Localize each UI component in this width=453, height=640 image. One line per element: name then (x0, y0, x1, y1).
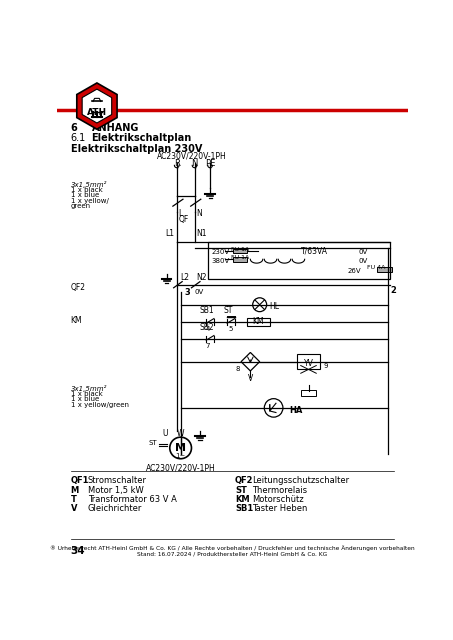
Text: 1 x black: 1 x black (71, 187, 102, 193)
Text: ANHANG: ANHANG (92, 123, 139, 133)
Text: V: V (71, 504, 77, 513)
Text: M: M (175, 443, 186, 453)
Text: 9: 9 (324, 364, 328, 369)
Text: 1~: 1~ (175, 453, 186, 460)
Text: 0V: 0V (359, 258, 368, 264)
Text: 1 x blue: 1 x blue (71, 396, 99, 403)
Bar (377, 267, 392, 271)
Text: ST: ST (149, 440, 157, 445)
Text: V: V (248, 374, 253, 383)
Text: Taster Heben: Taster Heben (252, 504, 307, 513)
Text: QF1: QF1 (71, 476, 89, 485)
Text: 6.1: 6.1 (71, 133, 86, 143)
Text: 1 x black: 1 x black (71, 391, 102, 397)
Text: QF2: QF2 (71, 282, 86, 291)
Text: T: T (71, 495, 77, 504)
Text: Stand: 16.07.2024 / Produkthersteller ATH-Heinl GmbH & Co. KG: Stand: 16.07.2024 / Produkthersteller AT… (137, 551, 328, 556)
Text: 2: 2 (390, 286, 396, 295)
Text: 6: 6 (71, 123, 77, 133)
Text: Leitungsschutzschalter: Leitungsschutzschalter (252, 476, 349, 485)
Text: 3x1,5mm²: 3x1,5mm² (71, 180, 107, 188)
Text: 26V: 26V (347, 268, 361, 274)
Text: SB2: SB2 (200, 323, 215, 332)
Text: KM: KM (235, 495, 250, 504)
Text: Transformator 63 V A: Transformator 63 V A (87, 495, 177, 504)
Text: 380V: 380V (212, 258, 230, 264)
Text: YV: YV (304, 359, 313, 368)
Text: AC230V/220V-1PH: AC230V/220V-1PH (146, 463, 216, 472)
Text: 1 x blue: 1 x blue (71, 192, 99, 198)
Text: 3x1,5mm²: 3x1,5mm² (71, 385, 107, 392)
Text: Motor 1,5 kW: Motor 1,5 kW (87, 486, 144, 495)
Bar (301, 390, 316, 396)
Text: SB1: SB1 (235, 504, 253, 513)
Bar (297, 354, 320, 369)
Text: L1: L1 (165, 229, 174, 238)
Text: QF: QF (179, 216, 189, 225)
Text: 1 x yellow/green: 1 x yellow/green (71, 402, 129, 408)
Text: FU 1A: FU 1A (231, 247, 249, 252)
Text: M: M (71, 486, 79, 495)
Text: ST: ST (223, 307, 233, 316)
Text: KM: KM (252, 317, 264, 326)
Text: N: N (191, 159, 198, 168)
Text: FU 1A: FU 1A (231, 255, 249, 260)
Text: AC230V/220V-1PH: AC230V/220V-1PH (157, 152, 227, 161)
Text: ST: ST (235, 486, 247, 495)
Text: Thermorelais: Thermorelais (252, 486, 307, 495)
Polygon shape (82, 89, 112, 123)
Text: Gleichrichter: Gleichrichter (87, 504, 142, 513)
Text: 3: 3 (184, 288, 190, 297)
Bar (232, 257, 246, 262)
Text: N1: N1 (196, 229, 207, 238)
Text: L2: L2 (181, 273, 190, 282)
Text: Elektrikschaltplan: Elektrikschaltplan (92, 133, 192, 143)
Text: Motorschütz: Motorschütz (252, 495, 304, 504)
Polygon shape (77, 83, 117, 129)
Text: 8: 8 (236, 366, 240, 372)
Text: T/63VA: T/63VA (301, 247, 328, 256)
Text: HA: HA (289, 406, 303, 415)
Text: 34: 34 (71, 547, 85, 557)
Text: ATH: ATH (87, 108, 107, 116)
Text: PE: PE (205, 159, 215, 168)
Text: HL: HL (269, 301, 279, 310)
Text: 1 x yellow/: 1 x yellow/ (71, 198, 108, 204)
Bar (208, 243, 390, 278)
Text: QF2: QF2 (235, 476, 253, 485)
Text: Stromschalter: Stromschalter (87, 476, 147, 485)
Text: 7: 7 (206, 343, 210, 349)
Text: L: L (178, 209, 183, 218)
Text: FU 4A: FU 4A (366, 266, 385, 271)
Text: U: U (162, 429, 168, 438)
Text: R: R (174, 159, 180, 168)
Bar (232, 248, 246, 253)
Text: ® Urheberrecht ATH-Heinl GmbH & Co. KG / Alle Rechte vorbehalten / Druckfehler u: ® Urheberrecht ATH-Heinl GmbH & Co. KG /… (50, 546, 415, 552)
Text: KM: KM (71, 316, 82, 324)
Text: 4: 4 (206, 326, 210, 332)
Text: 0V: 0V (195, 289, 204, 296)
Text: 5: 5 (229, 326, 233, 332)
Text: 230V: 230V (212, 250, 230, 255)
Text: N2: N2 (196, 273, 207, 282)
Bar (246, 318, 270, 326)
Text: N: N (196, 209, 202, 218)
Text: green: green (71, 203, 91, 209)
Text: SB1: SB1 (200, 307, 215, 316)
Text: 0V: 0V (359, 250, 368, 255)
Text: Elektrikschaltplan 230V: Elektrikschaltplan 230V (71, 144, 202, 154)
Text: W: W (177, 429, 184, 438)
